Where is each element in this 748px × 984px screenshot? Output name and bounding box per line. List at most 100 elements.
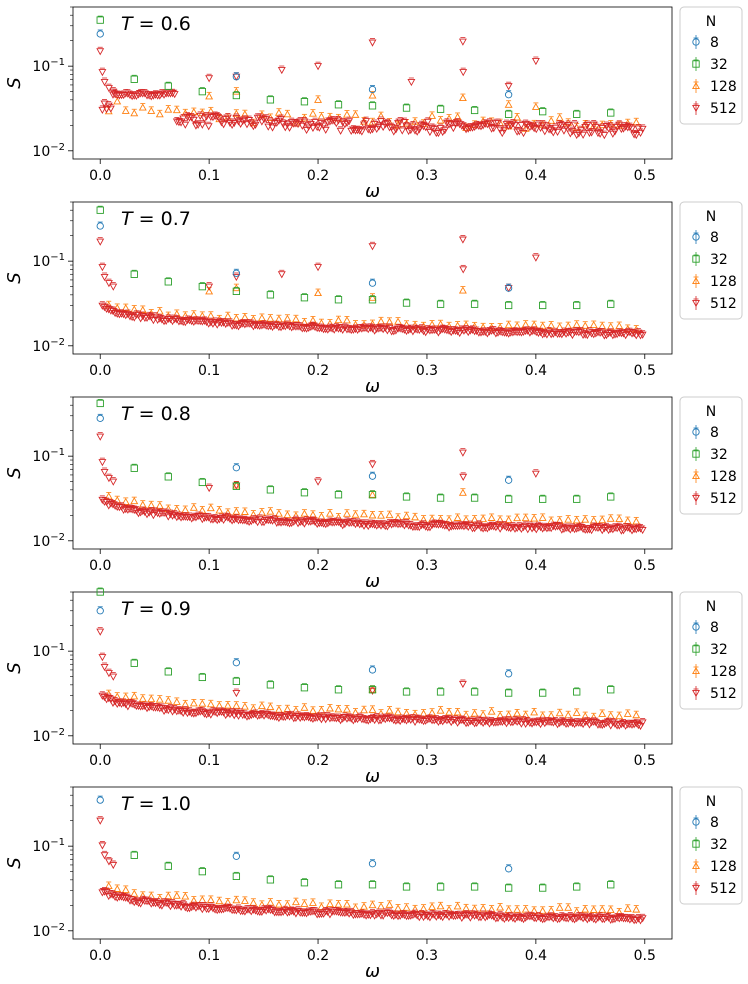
data-point-512 (209, 516, 217, 524)
series-32 (96, 399, 615, 503)
data-point-128 (215, 506, 224, 514)
data-point-128 (555, 709, 564, 717)
data-point-512 (157, 902, 166, 910)
y-tick-label: 10−1 (32, 252, 65, 270)
data-point-512 (98, 106, 107, 115)
data-point-512 (204, 123, 213, 131)
data-point-512 (123, 506, 132, 514)
series-512 (96, 816, 647, 925)
data-point-512 (357, 520, 366, 528)
data-point-128 (487, 707, 496, 715)
data-point-512 (532, 126, 541, 134)
data-point-128 (458, 93, 467, 102)
data-point-512 (638, 915, 647, 923)
data-point-512 (464, 125, 473, 133)
data-point-512 (198, 318, 207, 326)
data-point-512 (477, 329, 485, 337)
data-point-128 (283, 510, 292, 518)
data-point-512 (98, 69, 107, 77)
x-tick-label: 0.4 (525, 948, 547, 964)
x-tick-label: 0.2 (307, 753, 329, 769)
data-point-512 (115, 311, 124, 319)
data-point-512 (232, 273, 241, 282)
series-8 (96, 29, 513, 99)
data-point-128 (623, 709, 632, 717)
data-point-32 (334, 686, 343, 694)
data-point-512 (583, 332, 592, 340)
data-point-512 (457, 522, 466, 530)
data-point-128 (351, 510, 360, 518)
series-512 (96, 37, 647, 140)
data-point-512 (349, 126, 358, 134)
data-point-32 (130, 851, 138, 859)
data-point-512 (568, 915, 577, 923)
y-axis-label: S (4, 467, 25, 478)
data-point-512 (413, 716, 422, 724)
data-point-128 (155, 695, 164, 703)
series-128 (104, 481, 641, 525)
data-point-512 (425, 128, 434, 137)
x-tick-label: 0.1 (198, 753, 220, 769)
data-point-32 (402, 104, 411, 112)
data-point-512 (585, 526, 594, 534)
data-point-512 (451, 912, 460, 921)
data-point-128 (232, 701, 241, 709)
data-point-512 (155, 902, 164, 910)
data-point-512 (128, 313, 137, 322)
data-point-512 (245, 712, 254, 721)
legend-label-32: 32 (710, 447, 728, 463)
data-point-512 (587, 129, 596, 137)
data-point-32 (198, 282, 206, 291)
data-point-32 (164, 82, 172, 90)
data-point-512 (349, 326, 358, 334)
panel-5: 10−2 10−1 0.0 0.1 0.2 0.3 0.4 0.5 ω S T = 1.0 (4, 786, 673, 982)
series-8 (96, 413, 513, 484)
data-point-512 (487, 125, 496, 133)
data-point-32 (402, 299, 411, 307)
data-point-512 (423, 716, 432, 724)
data-point-512 (389, 328, 398, 336)
data-point-512 (557, 526, 566, 534)
data-point-128 (232, 896, 241, 904)
data-point-128 (113, 97, 122, 105)
data-point-512 (630, 330, 639, 338)
data-point-32 (539, 884, 547, 892)
data-point-512 (587, 527, 596, 535)
data-point-512 (458, 236, 467, 244)
data-point-512 (96, 48, 105, 56)
data-point-512 (555, 121, 564, 129)
data-point-128 (538, 906, 547, 914)
data-point-512 (323, 118, 332, 127)
data-point-512 (336, 520, 345, 528)
data-point-128 (343, 705, 351, 713)
data-point-8 (504, 91, 513, 99)
data-point-512 (440, 716, 449, 724)
x-tick-label: 0.1 (198, 363, 220, 379)
legend-label-8: 8 (710, 620, 719, 636)
data-point-512 (238, 320, 247, 328)
data-point-512 (621, 123, 630, 131)
data-point-8 (368, 472, 377, 480)
data-point-512 (283, 712, 292, 720)
data-point-512 (617, 914, 626, 922)
data-point-512 (523, 526, 532, 534)
data-point-512 (508, 914, 517, 923)
data-point-512 (360, 911, 368, 919)
data-point-512 (134, 899, 143, 908)
data-point-128 (308, 898, 317, 906)
data-point-128 (325, 509, 334, 517)
legend-label-128: 128 (710, 859, 737, 875)
legend-label-512: 512 (710, 491, 737, 507)
data-point-128 (462, 123, 471, 131)
data-point-512 (228, 322, 237, 331)
data-point-512 (153, 704, 162, 712)
data-point-512 (600, 132, 609, 140)
panel-2: 10−2 10−1 0.0 0.1 0.2 0.3 0.4 0.5 ω S T = 0.7 (4, 201, 673, 397)
data-point-512 (306, 715, 315, 723)
data-point-32 (436, 688, 445, 696)
data-point-512 (251, 516, 260, 524)
data-point-128 (513, 709, 522, 717)
data-point-512 (266, 517, 275, 525)
data-point-512 (181, 121, 190, 129)
